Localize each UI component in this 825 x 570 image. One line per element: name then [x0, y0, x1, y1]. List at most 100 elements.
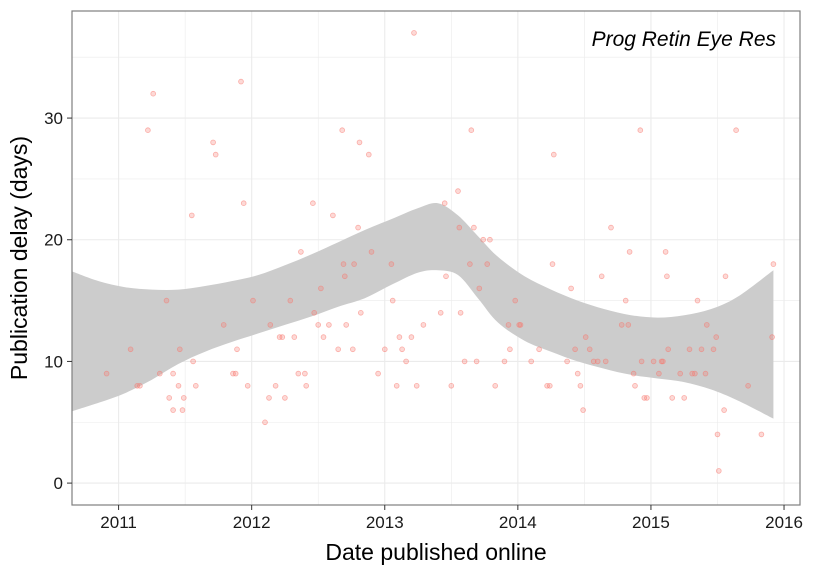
- data-point: [250, 297, 256, 304]
- data-point: [343, 322, 350, 328]
- y-axis-ticks: 0 10 20 30: [44, 109, 72, 493]
- data-point: [471, 224, 477, 231]
- data-point: [698, 346, 705, 353]
- data-point: [279, 334, 286, 340]
- data-point: [357, 309, 364, 316]
- data-point: [546, 382, 553, 389]
- data-point: [626, 249, 633, 255]
- data-point: [468, 127, 475, 133]
- data-point: [212, 151, 219, 158]
- data-point: [340, 261, 347, 267]
- data-point: [326, 322, 332, 328]
- x-tick-label: 2012: [233, 513, 271, 532]
- data-points-layer: [103, 30, 777, 474]
- data-point: [714, 431, 721, 438]
- data-point: [467, 261, 473, 267]
- data-point: [420, 322, 427, 328]
- data-point: [662, 249, 669, 255]
- plot-panel-frame: [71, 10, 801, 506]
- y-tick-label: 20: [44, 231, 63, 250]
- data-point: [722, 273, 729, 280]
- data-point: [266, 395, 272, 401]
- data-point: [150, 90, 157, 97]
- data-point: [630, 370, 637, 377]
- data-point: [650, 358, 657, 365]
- data-point: [441, 200, 448, 207]
- data-point: [396, 334, 403, 340]
- data-point: [399, 346, 405, 353]
- data-point: [193, 382, 199, 389]
- data-point: [694, 297, 701, 304]
- data-point: [365, 151, 372, 158]
- data-point: [349, 346, 356, 353]
- data-point: [330, 212, 336, 219]
- data-point: [710, 346, 717, 353]
- data-point: [375, 370, 381, 377]
- data-point: [240, 200, 247, 207]
- data-point: [625, 322, 632, 328]
- data-point: [686, 346, 693, 353]
- grid-lines: [72, 11, 800, 505]
- data-point: [408, 334, 415, 340]
- data-point: [550, 151, 557, 158]
- data-point: [220, 322, 227, 328]
- data-point: [669, 395, 675, 401]
- x-tick-label: 2013: [366, 513, 404, 532]
- data-point: [103, 370, 110, 377]
- data-point: [702, 370, 709, 377]
- data-point: [568, 285, 574, 292]
- data-point: [232, 370, 239, 377]
- data-point: [715, 468, 722, 474]
- data-point: [244, 382, 251, 389]
- data-point: [703, 322, 710, 328]
- data-point: [295, 370, 302, 377]
- data-point: [501, 358, 508, 365]
- data-point: [660, 358, 666, 365]
- data-point: [177, 346, 183, 353]
- data-point: [403, 358, 409, 365]
- data-point: [637, 127, 644, 133]
- y-tick-label: 30: [44, 109, 63, 128]
- data-point: [622, 297, 629, 304]
- data-point: [287, 297, 294, 304]
- data-point: [549, 261, 556, 267]
- data-point: [487, 236, 493, 243]
- data-point: [335, 346, 342, 353]
- data-point: [492, 382, 499, 389]
- data-point: [476, 285, 483, 292]
- data-point: [175, 382, 182, 389]
- x-tick-label: 2014: [499, 513, 537, 532]
- data-point: [473, 358, 480, 365]
- data-point: [580, 407, 586, 413]
- y-axis-title: Publication delay (days): [6, 136, 32, 380]
- x-tick-label: 2015: [632, 513, 670, 532]
- data-point: [681, 395, 687, 401]
- data-point: [189, 212, 195, 219]
- data-point: [574, 370, 581, 377]
- data-point: [770, 261, 777, 267]
- data-point: [456, 224, 463, 231]
- x-axis-ticks: 2011 2012 2013 2014 2015 2016: [100, 505, 803, 532]
- data-point: [170, 370, 176, 377]
- data-point: [665, 346, 671, 353]
- data-point: [461, 358, 468, 365]
- data-point: [528, 358, 534, 365]
- data-point: [163, 297, 170, 304]
- data-point: [443, 273, 449, 280]
- data-point: [507, 346, 513, 353]
- data-point: [745, 382, 751, 389]
- data-point: [572, 346, 578, 353]
- data-point: [692, 370, 698, 377]
- data-point: [351, 261, 357, 267]
- data-point: [181, 395, 187, 401]
- data-point: [389, 297, 396, 304]
- data-point: [536, 346, 542, 353]
- data-point: [769, 334, 775, 340]
- data-point: [618, 322, 625, 328]
- confidence-band: [72, 202, 774, 419]
- data-point: [413, 382, 420, 389]
- smooth-band-layer: [72, 202, 774, 419]
- data-point: [234, 346, 240, 353]
- data-point: [677, 370, 683, 377]
